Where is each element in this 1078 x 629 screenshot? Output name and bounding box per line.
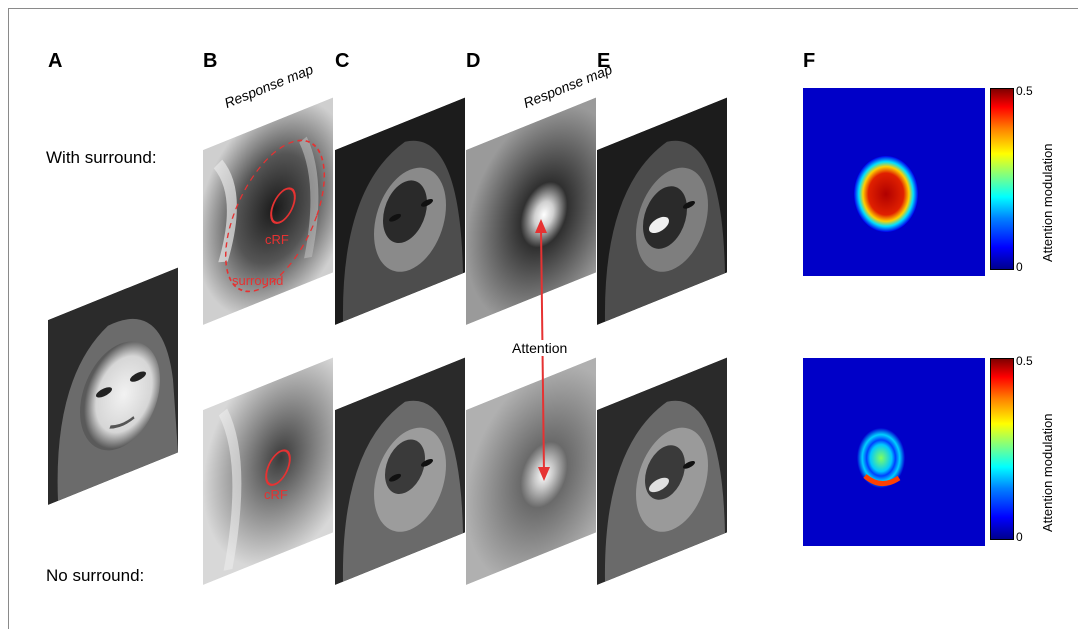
colorbar-top xyxy=(990,88,1014,270)
colorbar-top-max: 0.5 xyxy=(1016,84,1033,98)
panel-label-f: F xyxy=(803,50,816,72)
response-map-d-no-surround xyxy=(466,357,596,585)
colorbar-bottom xyxy=(990,358,1014,540)
panel-label-e: E xyxy=(597,50,611,72)
attention-label: Attention xyxy=(510,340,570,356)
attention-map-with-surround xyxy=(803,88,985,276)
attention-map-no-surround xyxy=(803,358,985,546)
panel-label-d: D xyxy=(466,50,481,72)
colorbar-bottom-max: 0.5 xyxy=(1016,354,1033,368)
crf-label-top: cRF xyxy=(265,232,289,247)
colorbar-bottom-min: 0 xyxy=(1016,530,1023,544)
colorbar-top-min: 0 xyxy=(1016,260,1023,274)
panel-label-a: A xyxy=(48,50,63,72)
row-label-with-surround: With surround: xyxy=(46,148,157,167)
colorbar-bottom-label: Attention modulation xyxy=(1040,413,1055,532)
image-c-no-surround xyxy=(335,357,465,585)
panel-label-b: B xyxy=(203,50,218,72)
crf-label-bottom: cRF xyxy=(264,487,288,502)
row-label-no-surround: No surround: xyxy=(46,566,145,585)
colorbar-top-label: Attention modulation xyxy=(1040,143,1055,262)
response-map-b-with-surround xyxy=(203,97,333,325)
surround-label: surround xyxy=(232,273,284,288)
input-face-image xyxy=(48,267,178,505)
panel-label-c: C xyxy=(335,50,350,72)
image-c-with-surround xyxy=(335,97,465,325)
response-map-b-no-surround xyxy=(203,357,333,585)
figure-frame xyxy=(8,8,1078,629)
image-e-with-surround xyxy=(597,97,727,325)
image-e-no-surround xyxy=(597,357,727,585)
response-map-d-with-surround xyxy=(466,97,596,325)
